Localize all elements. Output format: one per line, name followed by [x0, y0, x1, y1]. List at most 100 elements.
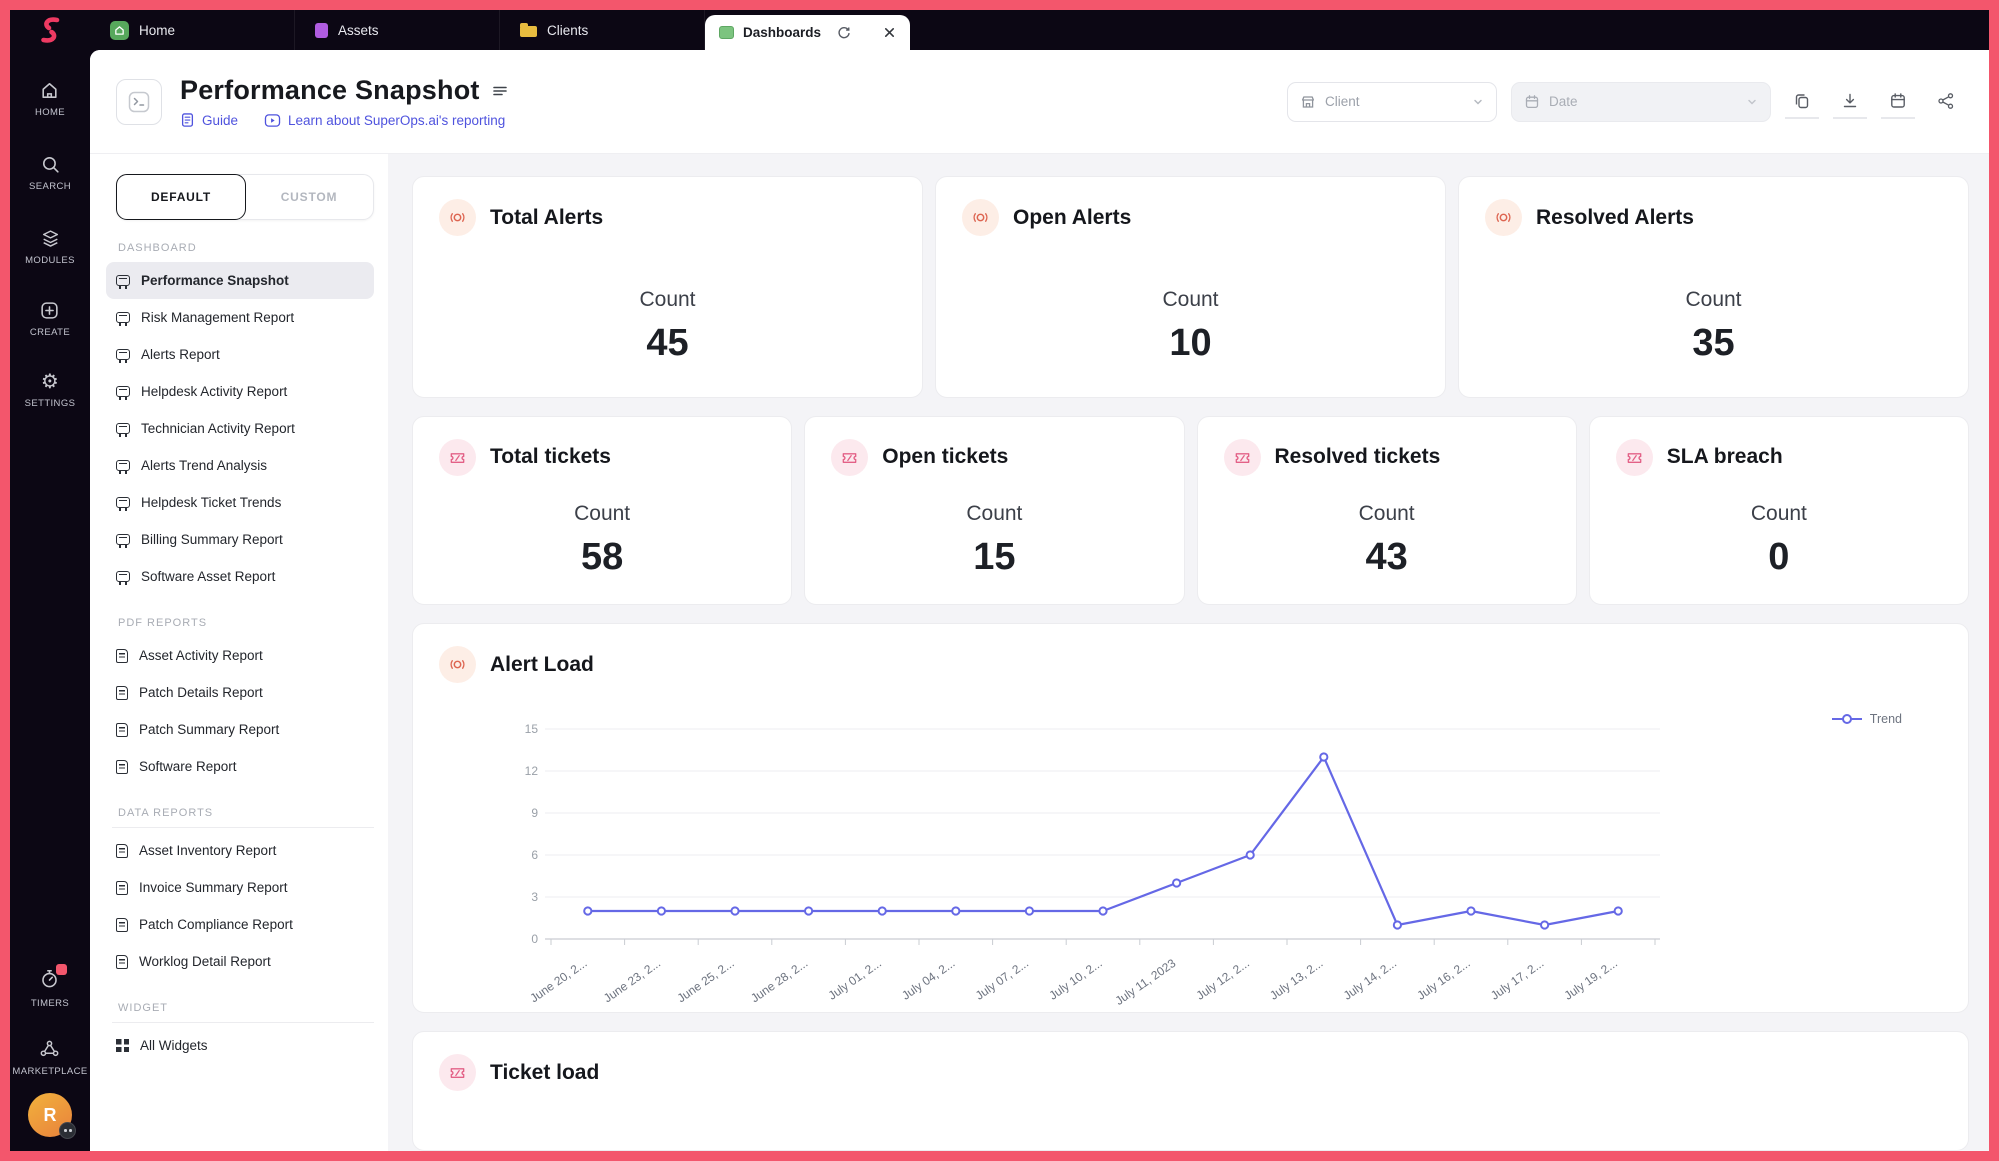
default-view-tab[interactable]: DEFAULT: [116, 174, 246, 220]
data-report-icon: [116, 917, 128, 932]
svg-text:15: 15: [525, 722, 539, 736]
share-button[interactable]: [1929, 85, 1963, 119]
alert-load-card: Alert Load Trend 0 3 6 9 12 15 June 20, 2... Ju…: [412, 623, 1969, 1013]
sidebar-item-helpdesk-activity[interactable]: Helpdesk Activity Report: [106, 373, 374, 410]
sidebar-item-technician-activity[interactable]: Technician Activity Report: [106, 410, 374, 447]
metric-value: 0: [1768, 535, 1790, 578]
ticket-metric-row: Total tickets Count 58: [412, 415, 1969, 605]
superops-logo[interactable]: [10, 10, 90, 50]
section-header-widget: WIDGET: [118, 1002, 168, 1014]
svg-text:6: 6: [531, 848, 538, 862]
tab-dashboards-active[interactable]: Dashboards: [705, 15, 910, 50]
rail-search-label: SEARCH: [29, 181, 71, 192]
sidebar-item-performance-snapshot[interactable]: Performance Snapshot: [106, 262, 374, 299]
learn-reporting-link[interactable]: Learn about SuperOps.ai's reporting: [264, 113, 505, 128]
dashboard-icon: [116, 571, 130, 585]
metric-value: 35: [1692, 322, 1735, 364]
sidebar-item-alerts-report[interactable]: Alerts Report: [106, 336, 374, 373]
metric-label: Count: [574, 501, 631, 525]
ticket-icon: [439, 438, 476, 476]
rail-settings-label: SETTINGS: [24, 398, 76, 409]
chevron-down-icon: [1748, 99, 1756, 105]
svg-text:June 23, 2...: June 23, 2...: [601, 956, 663, 1005]
superops-logo-icon: [41, 17, 60, 43]
client-filter-select[interactable]: Client: [1287, 81, 1497, 122]
sidebar-item-worklog-detail[interactable]: Worklog Detail Report: [106, 943, 374, 980]
svg-text:July 17, 2...: July 17, 2...: [1488, 956, 1546, 1003]
copy-button[interactable]: [1785, 85, 1819, 119]
schedule-button[interactable]: [1881, 85, 1915, 119]
metric-value: 15: [973, 535, 1016, 578]
chart-legend[interactable]: Trend: [1831, 712, 1902, 726]
client-placeholder: Client: [1325, 94, 1360, 109]
console-icon: [128, 91, 150, 112]
alert-icon: [1485, 199, 1522, 236]
rail-item-timers[interactable]: TIMERS: [31, 964, 69, 1009]
open-tickets-card: Open tickets Count 15: [804, 415, 1185, 605]
sidebar-item-patch-details[interactable]: Patch Details Report: [106, 674, 374, 711]
rail-item-marketplace[interactable]: MARKETPLACE: [12, 1039, 87, 1077]
pdf-report-icon: [116, 759, 128, 774]
clients-tab-icon: [520, 23, 537, 37]
download-button[interactable]: [1833, 85, 1867, 119]
section-divider: [112, 827, 374, 828]
timer-icon: [39, 964, 68, 992]
tab-clients[interactable]: Clients: [500, 10, 705, 50]
section-header-data-reports: DATA REPORTS: [118, 807, 214, 819]
ticket-icon: [439, 1054, 476, 1091]
data-report-icon: [116, 880, 128, 895]
svg-text:0: 0: [531, 932, 538, 946]
svg-text:July 14, 2...: July 14, 2...: [1341, 956, 1399, 1003]
sidebar-item-risk-management[interactable]: Risk Management Report: [106, 299, 374, 336]
sidebar-item-patch-compliance[interactable]: Patch Compliance Report: [106, 906, 374, 943]
avatar-initial: R: [43, 1104, 57, 1125]
date-filter-select[interactable]: Date: [1511, 81, 1771, 122]
rail-item-home[interactable]: HOME: [35, 80, 65, 118]
view-toggle: DEFAULT CUSTOM: [116, 174, 374, 220]
sidebar-item-helpdesk-ticket-trends[interactable]: Helpdesk Ticket Trends: [106, 484, 374, 521]
guide-link[interactable]: Guide: [180, 112, 238, 128]
dashboard-launcher-button[interactable]: [116, 78, 162, 125]
svg-text:June 25, 2...: June 25, 2...: [675, 956, 737, 1005]
modules-icon: [42, 230, 58, 247]
sidebar-item-patch-summary[interactable]: Patch Summary Report: [106, 711, 374, 748]
refresh-icon[interactable]: [836, 25, 851, 40]
top-tab-bar: Home Assets Clients Dashboards: [10, 10, 1989, 50]
rail-item-modules[interactable]: MODULES: [25, 228, 75, 266]
sidebar-item-all-widgets[interactable]: All Widgets: [106, 1027, 374, 1064]
pdf-report-icon: [116, 722, 128, 737]
download-icon: [1843, 93, 1857, 107]
sidebar-item-software-asset[interactable]: Software Asset Report: [106, 558, 374, 595]
svg-text:9: 9: [531, 806, 538, 820]
rail-item-create[interactable]: CREATE: [30, 300, 70, 338]
sidebar-item-billing-summary[interactable]: Billing Summary Report: [106, 521, 374, 558]
rail-modules-label: MODULES: [25, 255, 75, 266]
tab-home[interactable]: Home: [90, 10, 295, 50]
left-rail: HOME SEARCH MODULES CREATE ⚙: [10, 50, 90, 1151]
tab-assets[interactable]: Assets: [295, 10, 500, 50]
close-icon[interactable]: [883, 26, 896, 39]
date-placeholder: Date: [1549, 94, 1578, 109]
custom-view-tab[interactable]: CUSTOM: [280, 190, 338, 204]
title-menu-icon[interactable]: [492, 84, 508, 98]
sla-breach-card: SLA breach Count 0: [1588, 415, 1969, 605]
sidebar-item-asset-activity[interactable]: Asset Activity Report: [106, 637, 374, 674]
svg-text:July 12, 2...: July 12, 2...: [1194, 956, 1252, 1003]
dashboard-icon: [116, 460, 130, 474]
avatar[interactable]: R: [28, 1093, 76, 1139]
svg-text:June 20, 2...: June 20, 2...: [527, 956, 589, 1005]
tab-dashboards-label: Dashboards: [743, 25, 822, 40]
card-title: Alert Load: [490, 652, 594, 676]
svg-text:July 19, 2...: July 19, 2...: [1562, 956, 1620, 1003]
card-title: Ticket load: [490, 1060, 600, 1084]
metric-label: Count: [966, 501, 1023, 525]
sidebar-item-asset-inventory[interactable]: Asset Inventory Report: [106, 832, 374, 869]
rail-item-settings[interactable]: ⚙ SETTINGS: [25, 372, 76, 409]
rail-item-search[interactable]: SEARCH: [29, 154, 71, 192]
sidebar-item-software-report[interactable]: Software Report: [106, 748, 374, 785]
sidebar-item-invoice-summary[interactable]: Invoice Summary Report: [106, 869, 374, 906]
sidebar-item-alerts-trend[interactable]: Alerts Trend Analysis: [106, 447, 374, 484]
card-title: SLA breach: [1666, 445, 1783, 469]
